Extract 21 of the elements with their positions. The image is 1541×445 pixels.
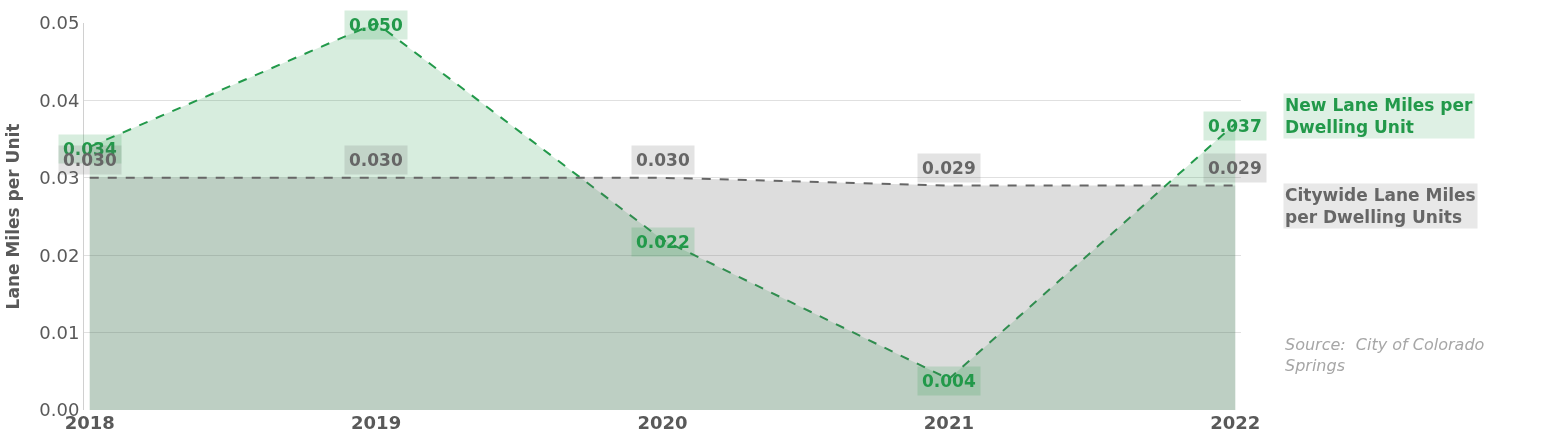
y-tick-label: 0.02 — [39, 244, 80, 266]
y-tick-label: 0.04 — [39, 89, 80, 111]
x-tick-label: 2019 — [351, 412, 402, 433]
y-tick-label: 0.03 — [39, 167, 80, 189]
data-label: 0.030 — [349, 150, 403, 170]
data-label: 0.004 — [922, 371, 976, 391]
data-label: 0.050 — [349, 15, 403, 35]
data-label: 0.029 — [1208, 158, 1262, 178]
text: Citywide Lane Miles per Dwelling Units — [1285, 185, 1476, 228]
legend-label: New Lane Miles per Dwelling Unit — [1285, 95, 1474, 138]
data-label: 0.029 — [922, 158, 976, 178]
y-tick-label: 0.01 — [39, 321, 80, 343]
x-tick-label: 2020 — [637, 412, 688, 433]
source-note: Source: City of Colorado Springs — [1285, 335, 1485, 375]
x-tick-label: 2022 — [1210, 412, 1261, 433]
y-tick-label: 0.05 — [39, 12, 80, 34]
data-label: 0.030 — [636, 150, 690, 170]
data-label: 0.037 — [1208, 116, 1262, 136]
x-tick-label: 2021 — [923, 412, 974, 433]
y-axis-title: Lane Miles per Unit — [2, 123, 23, 310]
data-label: 0.022 — [636, 232, 690, 252]
